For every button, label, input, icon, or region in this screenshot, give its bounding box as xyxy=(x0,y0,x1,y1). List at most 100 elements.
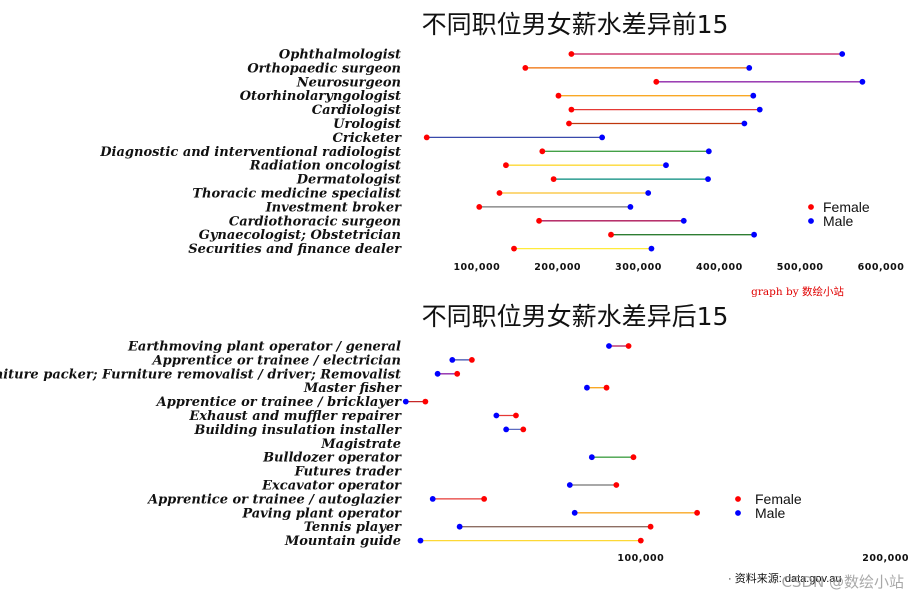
female-point xyxy=(647,523,654,530)
category-label: Bulldozer operator xyxy=(262,451,402,466)
male-point xyxy=(663,162,669,169)
legend-label: Female xyxy=(823,199,870,215)
male-point xyxy=(645,190,652,196)
male-point xyxy=(434,370,441,377)
female-point xyxy=(476,204,483,210)
male-point xyxy=(503,426,510,433)
male-point xyxy=(751,231,757,238)
category-label: Ophthalmologist xyxy=(279,48,401,63)
category-label: Gynaecologist; Obstetrician xyxy=(199,228,401,243)
x-tick-label: 600,000 xyxy=(858,262,905,273)
male-point xyxy=(705,148,712,155)
category-label: Thoracic medicine specialist xyxy=(192,187,401,202)
category-label: Magistrate xyxy=(320,437,401,452)
category-label: Apprentice or trainee / bricklayer xyxy=(155,395,403,410)
male-point xyxy=(571,509,578,516)
male-point xyxy=(566,482,573,488)
chart-2-title: 不同职位男女薪水差异后15 xyxy=(422,302,729,331)
legend-marker xyxy=(808,204,814,210)
x-tick-label: 100,000 xyxy=(453,262,500,273)
male-point xyxy=(449,357,456,363)
female-point xyxy=(568,51,575,57)
male-point xyxy=(746,65,753,71)
category-label: Investment broker xyxy=(265,200,403,215)
male-point xyxy=(584,384,590,391)
female-point xyxy=(608,231,614,238)
male-point xyxy=(417,537,424,544)
category-label: Orthopaedic surgeon xyxy=(247,61,401,76)
female-point xyxy=(630,454,637,461)
female-point xyxy=(603,384,610,391)
female-point xyxy=(423,134,430,141)
category-label: Paving plant operator xyxy=(241,506,402,521)
female-point xyxy=(653,78,660,85)
female-point xyxy=(625,343,632,349)
category-label: Radiation oncologist xyxy=(249,159,401,174)
credit-label: graph by 数绘小站 xyxy=(751,285,844,298)
female-point xyxy=(550,176,557,183)
female-point xyxy=(555,92,562,99)
male-point xyxy=(705,176,711,183)
female-point xyxy=(539,148,546,155)
x-tick-label: 500,000 xyxy=(777,262,824,273)
category-label: Tennis player xyxy=(304,520,402,535)
category-label: Cardiologist xyxy=(312,103,401,118)
male-point xyxy=(741,120,748,127)
category-label: Neurosurgeon xyxy=(296,75,401,90)
female-point xyxy=(511,245,517,252)
category-label: Cricketer xyxy=(333,131,403,146)
x-tick-label: 300,000 xyxy=(615,262,662,273)
female-point xyxy=(694,509,701,516)
female-point xyxy=(568,106,575,113)
category-label: Urologist xyxy=(333,117,401,132)
category-label: Building insulation installer xyxy=(193,423,402,438)
male-point xyxy=(588,454,595,461)
legend-label: Male xyxy=(755,505,786,521)
male-point xyxy=(750,92,757,99)
female-point xyxy=(496,190,503,196)
female-point xyxy=(522,65,529,71)
x-tick-label: 200,000 xyxy=(534,262,581,273)
category-label: Earthmoving plant operator / general xyxy=(127,340,401,355)
category-label: Diagnostic and interventional radiologis… xyxy=(99,145,401,160)
category-label: Securities and finance dealer xyxy=(188,242,402,257)
male-point xyxy=(680,217,687,224)
male-point xyxy=(627,204,634,210)
female-point xyxy=(566,120,572,127)
legend-label: Female xyxy=(755,491,802,507)
legend-label: Male xyxy=(823,213,854,229)
category-label: Apprentice or trainee / electrician xyxy=(151,353,401,368)
category-label: Dermatologist xyxy=(296,173,401,188)
male-point xyxy=(648,245,655,252)
x-tick-label: 200,000 xyxy=(862,553,909,564)
female-point xyxy=(468,357,475,363)
chart-1-title: 不同职位男女薪水差异前15 xyxy=(422,10,729,39)
female-point xyxy=(454,370,461,377)
male-point xyxy=(599,134,606,141)
male-point xyxy=(859,78,866,85)
female-point xyxy=(536,217,542,224)
female-point xyxy=(613,482,620,488)
female-point xyxy=(481,496,488,502)
watermark: CSDN @数绘小站 xyxy=(781,573,904,591)
category-label: Cardiothoracic surgeon xyxy=(229,214,401,229)
male-point xyxy=(493,412,500,419)
category-label: Futures trader xyxy=(294,465,403,480)
male-point xyxy=(402,398,409,405)
x-tick-label: 400,000 xyxy=(696,262,743,273)
female-point xyxy=(637,537,644,544)
category-label: Furniture packer; Furniture removalist /… xyxy=(0,367,401,382)
male-point xyxy=(606,343,612,349)
legend-marker xyxy=(735,510,741,516)
male-point xyxy=(839,51,846,57)
male-point xyxy=(429,496,436,502)
category-label: Apprentice or trainee / autoglazier xyxy=(146,492,402,507)
male-point xyxy=(756,106,763,113)
source-label: · 资料来源: data.gov.au xyxy=(728,571,842,585)
x-tick-label: 100,000 xyxy=(617,553,664,564)
category-label: Excavator operator xyxy=(261,479,402,494)
category-label: Mountain guide xyxy=(284,534,401,549)
category-label: Master fisher xyxy=(303,381,402,396)
